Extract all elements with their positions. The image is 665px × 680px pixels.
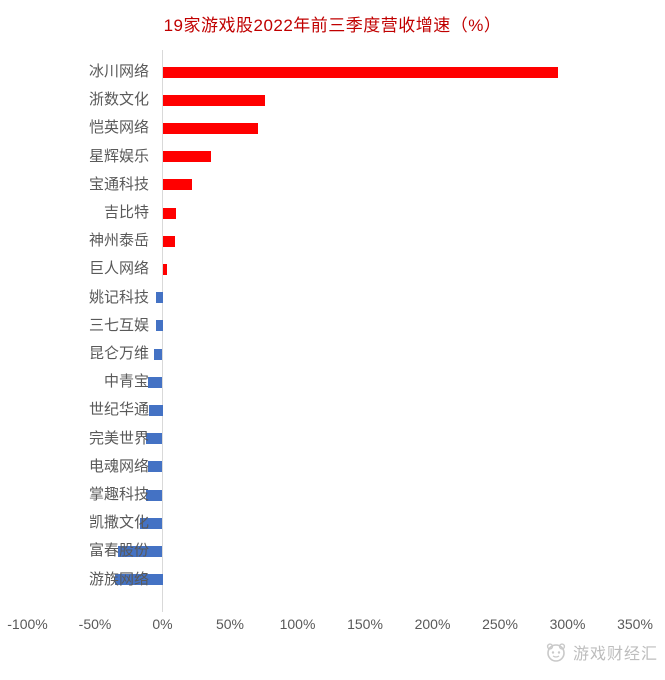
x-axis-tick-label: 0% xyxy=(152,616,173,632)
watermark: 游戏财经汇 xyxy=(545,640,658,664)
chart-bar xyxy=(115,574,163,586)
x-axis-tick-label: 350% xyxy=(617,616,653,632)
category-label: 星辉娱乐 xyxy=(88,147,149,165)
x-axis-tick-label: 150% xyxy=(347,616,383,632)
category-label: 神州泰岳 xyxy=(88,232,149,250)
chart-bar xyxy=(162,151,212,163)
chart-bar xyxy=(162,66,559,78)
x-axis-tick-label: -100% xyxy=(7,616,48,632)
chart-bar xyxy=(147,376,163,388)
category-label: 凯撒文化 xyxy=(88,514,149,532)
category-label: 完美世界 xyxy=(88,429,149,447)
chart-bar xyxy=(155,292,163,304)
chart-bar xyxy=(154,348,163,360)
chart-bar xyxy=(146,489,163,501)
chart-bar xyxy=(147,461,163,473)
category-label: 掌趣科技 xyxy=(88,486,149,503)
zero-axis-line xyxy=(162,50,163,612)
category-label: 中青宝 xyxy=(103,373,149,391)
x-axis-tick-label: 250% xyxy=(482,616,518,632)
category-label: 巨人网络 xyxy=(88,260,149,278)
category-label: 世纪华通 xyxy=(88,401,149,419)
x-axis-tick-label: 300% xyxy=(549,616,586,632)
chart-bar xyxy=(155,320,163,332)
category-label: 姚记科技 xyxy=(88,288,149,306)
chart-title: 19家游戏股2022年前三季度营收增速（%） xyxy=(163,16,502,35)
category-label: 宝通科技 xyxy=(88,175,149,193)
category-label: 电魂网络 xyxy=(88,457,149,475)
chart-bar xyxy=(146,433,163,445)
chart-bar xyxy=(162,122,259,134)
category-label: 浙数文化 xyxy=(88,91,149,109)
x-axis-tick-label: -50% xyxy=(78,616,112,632)
chart-bar xyxy=(162,235,175,247)
category-label: 昆仑万维 xyxy=(88,345,149,362)
category-label: 恺英网络 xyxy=(88,119,149,137)
chart-bar xyxy=(162,207,176,219)
category-label: 吉比特 xyxy=(103,204,149,221)
chart-bar xyxy=(162,179,193,191)
category-label: 三七互娱 xyxy=(88,316,149,334)
chart-bar xyxy=(117,545,163,557)
x-axis-tick-label: 200% xyxy=(414,616,451,632)
watermark-text: 游戏财经汇 xyxy=(573,646,659,663)
category-label: 富春股份 xyxy=(88,542,149,560)
chart-bar xyxy=(149,404,163,416)
category-label: 游族网络 xyxy=(88,570,149,588)
chart-bar xyxy=(162,263,167,275)
mascot-logo-icon xyxy=(545,641,567,663)
x-axis-tick-label: 100% xyxy=(279,616,316,632)
chart-bar xyxy=(162,94,266,106)
category-label: 冰川网络 xyxy=(88,63,149,80)
chart-bar xyxy=(139,517,163,529)
x-axis-tick-label: 50% xyxy=(215,616,245,632)
